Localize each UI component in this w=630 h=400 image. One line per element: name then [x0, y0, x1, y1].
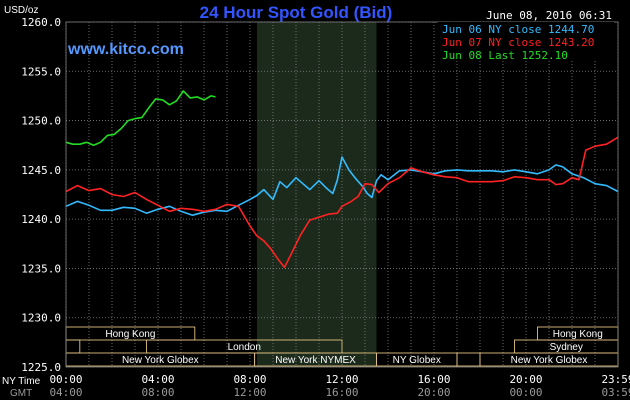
legend-item-jun08: Jun 08 Last 1252.10: [442, 49, 568, 62]
session-label: London: [228, 342, 261, 353]
shaded-region: [256, 22, 377, 367]
session-label: Hong Kong: [105, 329, 155, 340]
x-tick-label-ny: 08:00: [233, 373, 266, 386]
series-line-jun08: [65, 90, 216, 146]
nymex-session-shade: [256, 22, 377, 367]
y-tick-label: 1240.0: [21, 213, 61, 226]
session-label: Hong Kong: [553, 329, 603, 340]
session-label: NY Globex: [393, 355, 441, 366]
legend-box: [438, 22, 614, 61]
y-tick-label: 1230.0: [21, 312, 61, 325]
chart-title: 24 Hour Spot Gold (Bid): [200, 3, 393, 22]
x-tick-label-ny: 23:59: [601, 373, 630, 386]
plot-frame: [65, 21, 619, 368]
axes: 1225.0 1230.0 1235.0 1240.0 1245.0 1250.0 1255…: [21, 16, 630, 399]
session-label: Sydney: [550, 342, 583, 353]
x-tick-label-gmt: 04:00: [49, 386, 82, 399]
y-tick-label: 1260.0: [21, 16, 61, 29]
session-label: New York NYMEX: [275, 355, 356, 366]
session-label: New York Globex: [122, 355, 199, 366]
x-tick-label-ny: 20:00: [509, 373, 542, 386]
x-axis-ny-label: NY Time: [2, 376, 41, 387]
legend: Jun 06 NY close 1244.70 Jun 07 NY close …: [438, 22, 614, 62]
session-label: New York Globex: [511, 355, 588, 366]
x-tick-label-gmt: 20:00: [417, 386, 450, 399]
x-tick-label-gmt: 03:59: [601, 386, 630, 399]
x-tick-label-gmt: 16:00: [325, 386, 358, 399]
trading-sessions: Hong Kong Hong Kong London Sydney New York G…: [65, 326, 619, 367]
x-tick-label-ny: 16:00: [417, 373, 450, 386]
y-tick-label: 1225.0: [21, 361, 61, 374]
x-tick-label-ny: 00:00: [49, 373, 82, 386]
x-tick-label-gmt: 08:00: [141, 386, 174, 399]
x-tick-label-ny: 04:00: [141, 373, 174, 386]
y-tick-label: 1235.0: [21, 262, 61, 275]
price-series: [65, 90, 619, 269]
x-tick-label-gmt: 00:00: [509, 386, 542, 399]
y-tick-label: 1245.0: [21, 164, 61, 177]
y-axis-unit: USD/oz: [4, 5, 38, 16]
x-axis-gmt-label: GMT: [10, 388, 32, 399]
x-tick-label-ny: 12:00: [325, 373, 358, 386]
x-tick-label-gmt: 12:00: [233, 386, 266, 399]
y-tick-label: 1255.0: [21, 65, 61, 78]
legend-item-jun07: Jun 07 NY close 1243.20: [442, 36, 594, 49]
chart-date: June 08, 2016 06:31: [486, 9, 612, 22]
legend-item-jun06: Jun 06 NY close 1244.70: [442, 23, 594, 36]
watermark: www.kitco.com: [67, 41, 184, 58]
series-line-jun07: [65, 136, 619, 269]
y-tick-label: 1250.0: [21, 115, 61, 128]
